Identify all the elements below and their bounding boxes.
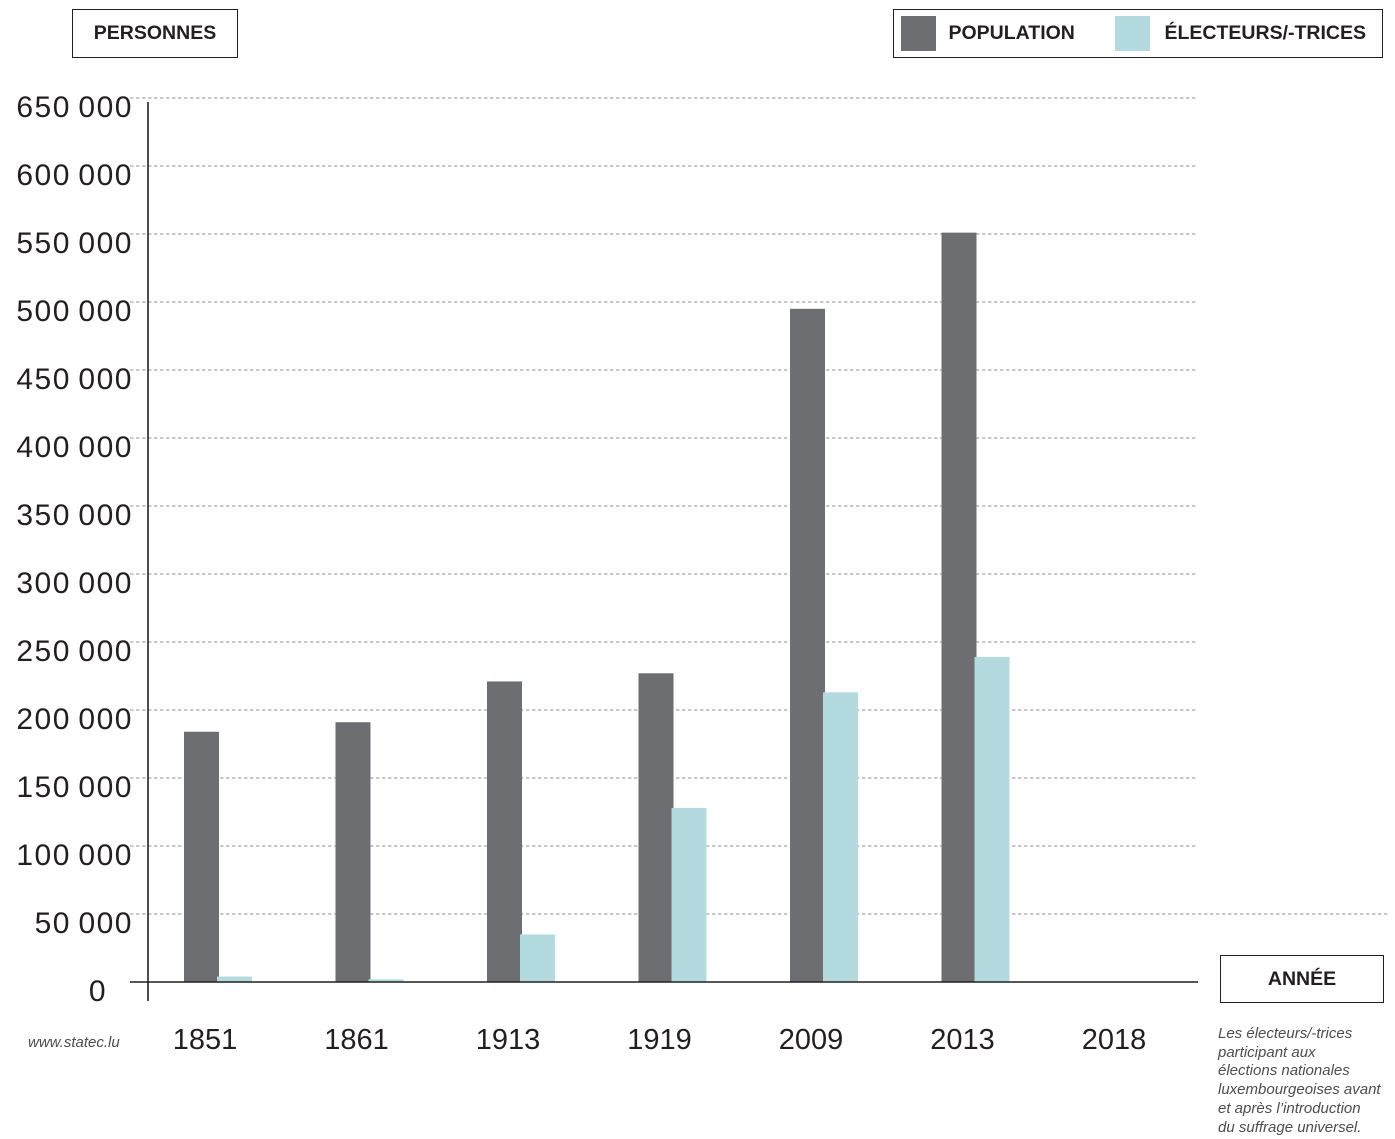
x-tick-label: 1861 <box>324 1024 389 1056</box>
footnote-line: et après l’introduction <box>1218 1099 1361 1117</box>
x-tick-label: 2018 <box>1082 1024 1147 1056</box>
gridlines <box>130 97 1390 915</box>
bar-electeurs-1919 <box>671 807 707 982</box>
y-tick-label: 100 000 <box>16 839 133 872</box>
legend-swatch-electeurs <box>1114 15 1150 51</box>
y-axis-title-box: PERSONNES <box>72 9 238 58</box>
y-tick-label: 500 000 <box>16 295 133 328</box>
bar-population-2013 <box>941 232 977 982</box>
bar-population-1919 <box>638 673 674 982</box>
bar-population-1913 <box>487 681 522 982</box>
footnote: Les électeurs/-trices participant aux él… <box>1218 1025 1381 1137</box>
y-tick-label: 450 000 <box>16 363 133 396</box>
bar-population-1861 <box>335 722 371 982</box>
y-tick-label: 50 000 <box>35 907 133 940</box>
y-tick-label: 400 000 <box>16 431 133 464</box>
x-axis-tick-labels: 1851 1861 1913 1919 2009 2013 2018 <box>173 1024 1147 1056</box>
bar-electeurs-2009 <box>823 692 858 982</box>
y-tick-label: 300 000 <box>16 567 133 600</box>
footnote-line: participant aux <box>1218 1043 1316 1061</box>
y-axis-tick-labels: 0 50 000 100 000 150 000 200 000 250 000 300 0… <box>16 91 133 1008</box>
y-tick-label: 350 000 <box>16 499 133 532</box>
x-tick-label: 1851 <box>173 1024 238 1056</box>
bar-population-1851 <box>184 731 219 982</box>
source-text: www.statec.lu <box>28 1034 120 1051</box>
bar-population-2009 <box>790 308 825 982</box>
bar-electeurs-2013 <box>974 656 1010 982</box>
x-tick-label: 1913 <box>476 1024 541 1056</box>
y-tick-label: 600 000 <box>16 159 133 192</box>
y-tick-label: 150 000 <box>16 771 133 804</box>
x-tick-label: 1919 <box>627 1024 692 1056</box>
footnote-line: élections nationales <box>1218 1062 1350 1080</box>
footnote-line: du suffrage universel. <box>1218 1118 1362 1136</box>
x-tick-label: 2009 <box>779 1024 844 1056</box>
legend: POPULATION ÉLECTEURS/-TRICES <box>893 9 1383 58</box>
x-axis-title-box: ANNÉE <box>1220 955 1384 1003</box>
bar-electeurs-1861 <box>368 979 404 982</box>
axes <box>130 102 1198 1001</box>
y-tick-label: 200 000 <box>16 703 133 736</box>
legend-label-population: POPULATION <box>948 22 1075 44</box>
x-axis-title: ANNÉE <box>1267 967 1337 990</box>
y-tick-label: 650 000 <box>16 91 133 124</box>
footnote-line: Les électeurs/-trices <box>1218 1025 1353 1042</box>
y-axis-title: PERSONNES <box>93 22 217 44</box>
y-tick-label: 550 000 <box>16 227 133 260</box>
legend-label-electeurs: ÉLECTEURS/-TRICES <box>1164 22 1367 44</box>
y-tick-label: 0 <box>89 975 107 1008</box>
footnote-line: luxembourgeoises avant <box>1218 1081 1381 1099</box>
y-tick-label: 250 000 <box>16 635 133 668</box>
bar-electeurs-1851 <box>217 976 252 982</box>
bar-electeurs-1913 <box>520 934 555 982</box>
bars <box>184 232 1010 982</box>
x-tick-label: 2013 <box>930 1024 995 1056</box>
legend-swatch-population <box>900 15 936 51</box>
